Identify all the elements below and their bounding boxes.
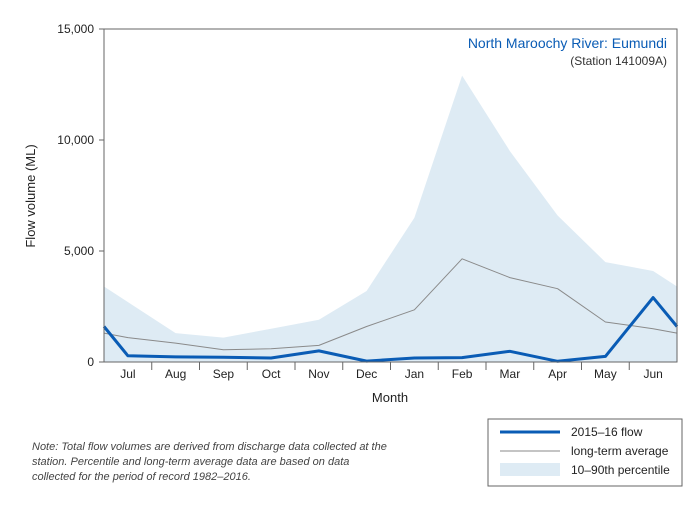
- x-tick-label: Jan: [405, 367, 424, 381]
- x-tick-label: Feb: [452, 367, 473, 381]
- legend-band-label: 10–90th percentile: [571, 463, 670, 477]
- y-tick-label: 0: [87, 355, 94, 369]
- percentile-band-layer: [104, 75, 677, 362]
- legend-flow-label: 2015–16 flow: [571, 425, 643, 439]
- x-tick-label: Aug: [165, 367, 186, 381]
- legend: 2015–16 flow long-term average 10–90th p…: [487, 418, 683, 487]
- x-tick-label: Mar: [500, 367, 521, 381]
- y-tick-label: 15,000: [57, 22, 94, 36]
- y-tick-label: 5,000: [64, 244, 94, 258]
- chart-subtitle: (Station 141009A): [570, 54, 667, 68]
- y-tick-label: 10,000: [57, 133, 94, 147]
- legend-band-swatch: [500, 463, 560, 476]
- series-lines-layer: [102, 258, 679, 363]
- y-axis-title: Flow volume (ML): [23, 144, 38, 247]
- legend-average-label: long-term average: [571, 444, 669, 458]
- x-axis-title: Month: [372, 390, 408, 405]
- series-line-2015-16-flow: [102, 296, 679, 363]
- series-line-long-term-average: [103, 258, 678, 351]
- x-tick-label: Sep: [213, 367, 235, 381]
- chart-title: North Maroochy River: Eumundi: [468, 35, 667, 51]
- x-tick-label: Jun: [643, 367, 662, 381]
- x-tick-label: Apr: [548, 367, 567, 381]
- x-tick-label: May: [594, 367, 617, 381]
- x-tick-label: Nov: [308, 367, 329, 381]
- x-tick-label: Jul: [120, 367, 135, 381]
- footnote: Note: Total flow volumes are derived fro…: [32, 441, 387, 483]
- x-tick-label: Dec: [356, 367, 377, 381]
- axes-layer: 0 5,000 10,000 15,000 Jul Aug Sep Oct Nov Dec Jan F…: [57, 22, 678, 381]
- x-tick-label: Oct: [262, 367, 281, 381]
- percentile-band: [104, 75, 677, 362]
